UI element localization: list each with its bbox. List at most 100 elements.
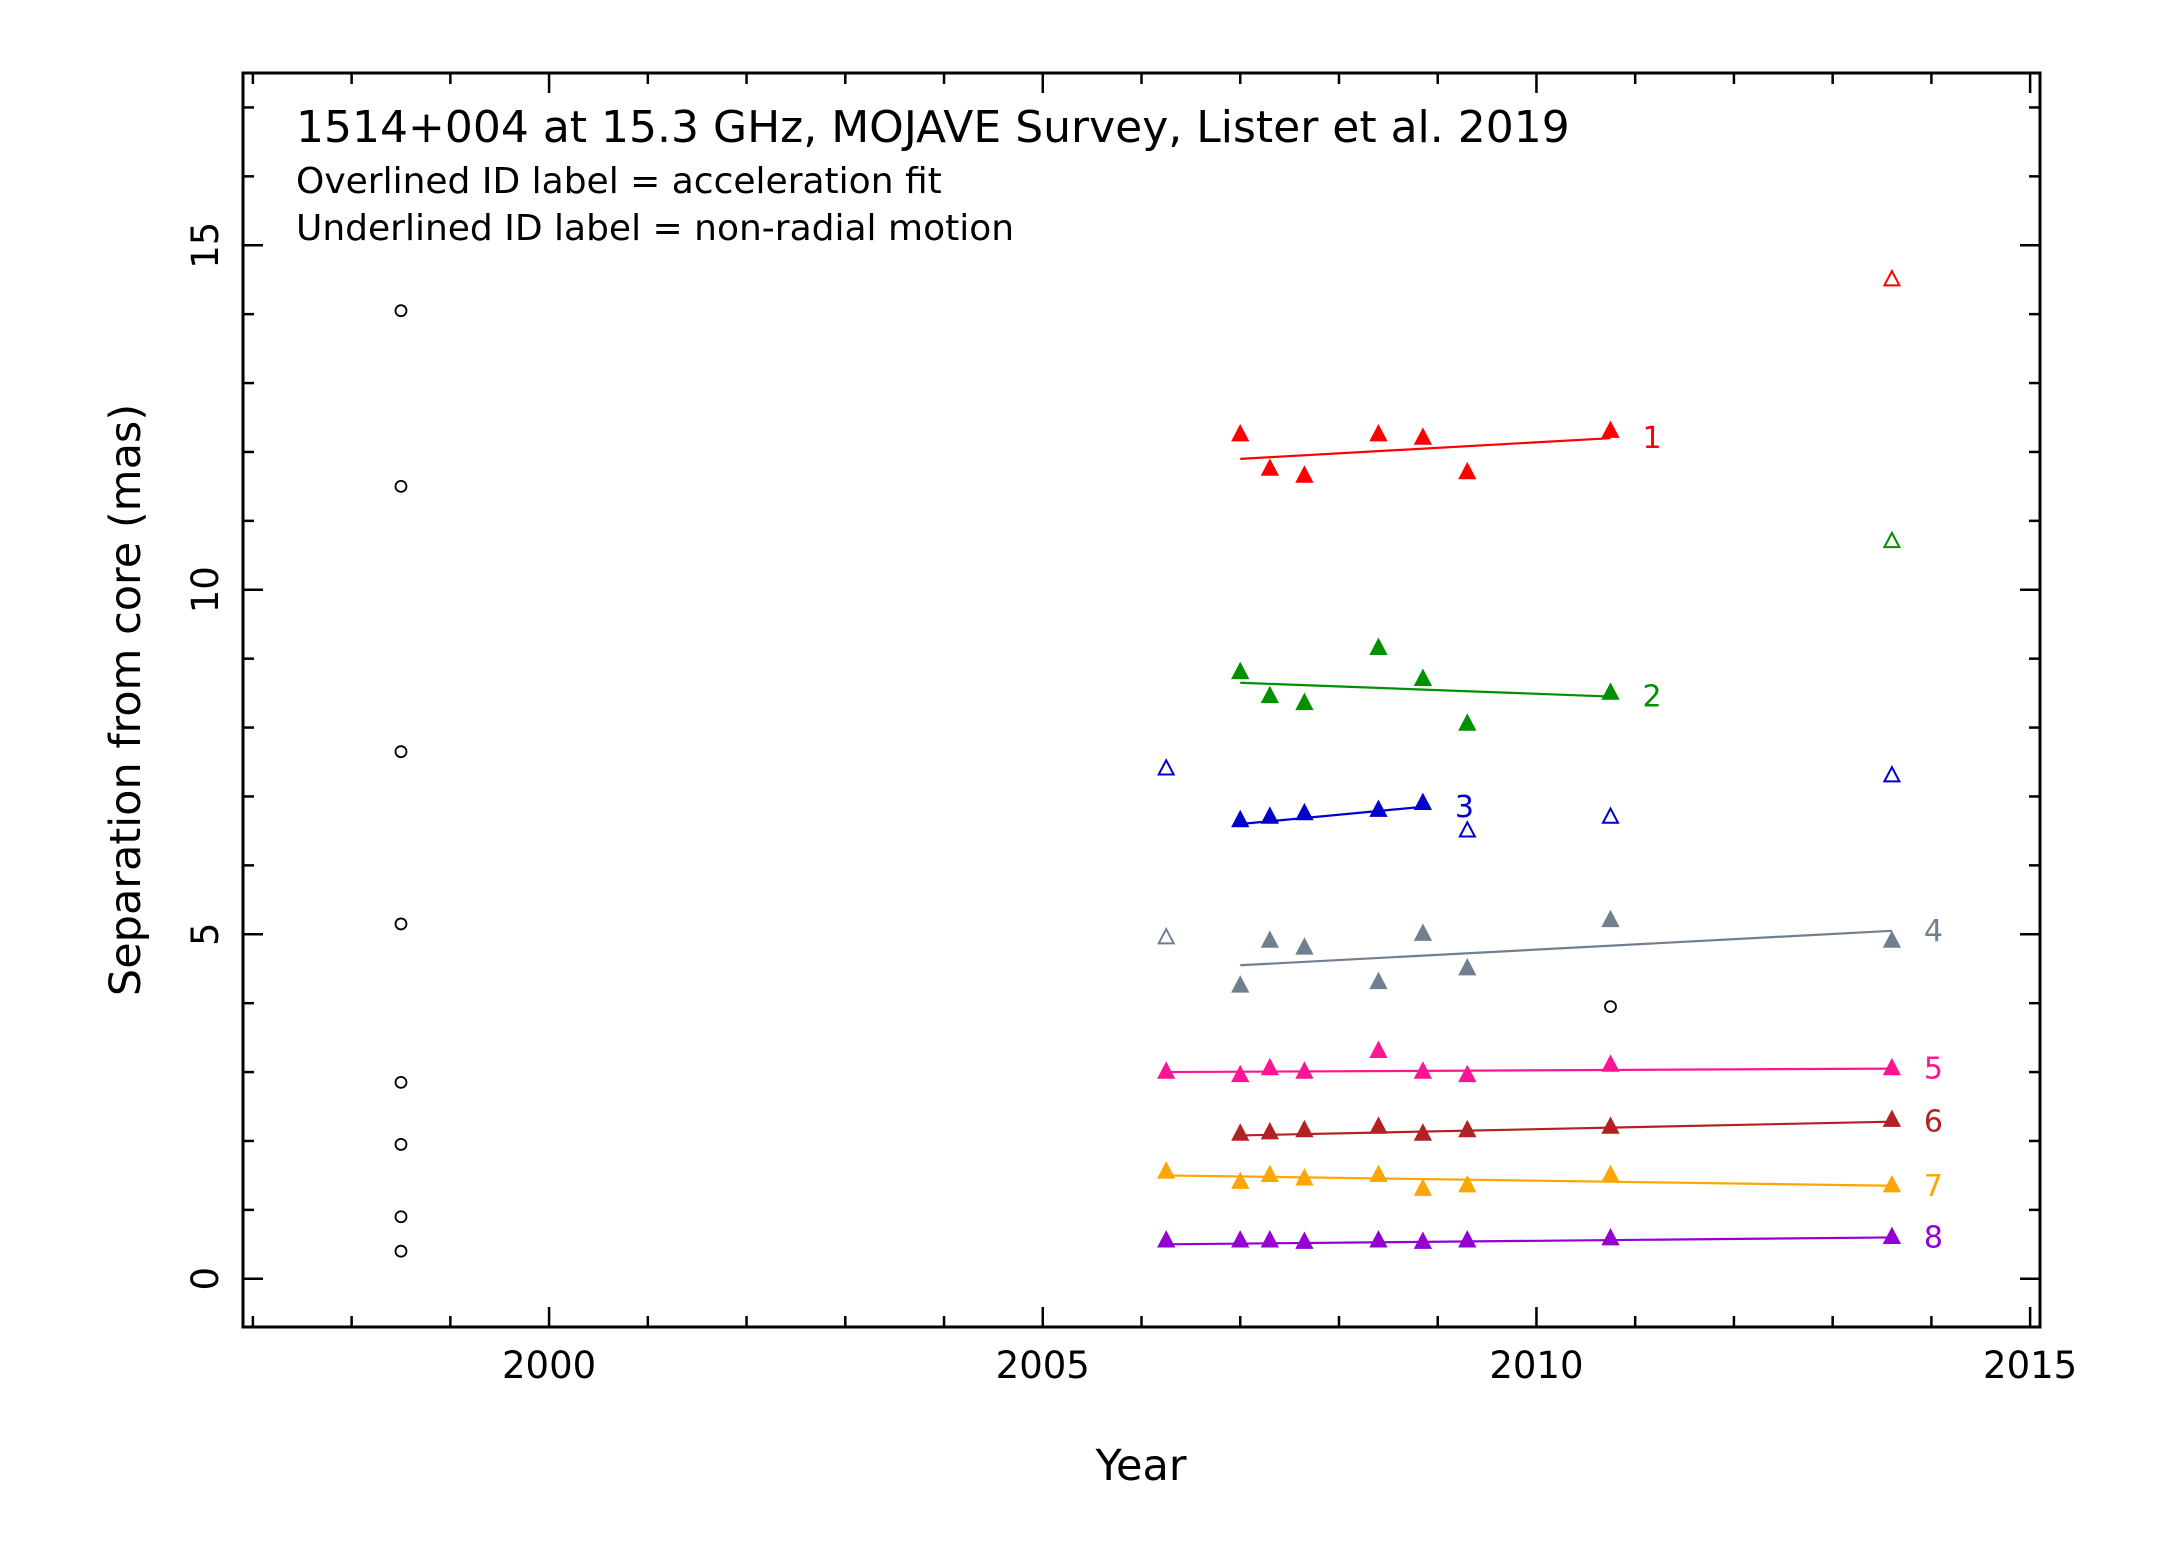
- series-label-5: 5: [1924, 1052, 1943, 1087]
- unassigned-point: [394, 304, 408, 318]
- y-tick-label: 15: [184, 222, 227, 269]
- point-8: [1260, 1230, 1280, 1248]
- point-7: [1295, 1168, 1314, 1186]
- point-6: [1882, 1109, 1902, 1127]
- point-3: [1413, 792, 1433, 810]
- point-7: [1413, 1178, 1433, 1196]
- point-8: [1231, 1230, 1250, 1248]
- series-label-1: 1: [1642, 421, 1661, 456]
- open-point-3: [1601, 806, 1620, 824]
- y-tick-label: 0: [184, 1267, 227, 1291]
- point-4: [1458, 957, 1477, 976]
- point-3: [1369, 799, 1388, 817]
- series-labels: 1 2 3 4 5 6 7 8: [1455, 421, 1943, 1255]
- point-3: [1231, 809, 1250, 828]
- series-label-8: 8: [1924, 1220, 1943, 1255]
- point-8: [1882, 1226, 1902, 1245]
- point-5: [1231, 1064, 1250, 1083]
- fit-line-7: [1166, 1174, 1892, 1187]
- point-5: [1157, 1061, 1176, 1079]
- unassigned-point: [394, 745, 408, 759]
- point-7: [1601, 1164, 1620, 1183]
- point-6: [1601, 1116, 1620, 1134]
- x-tick-label: 2015: [1983, 1344, 2077, 1387]
- series-label-7: 7: [1924, 1169, 1943, 1204]
- unassigned-point: [394, 1244, 408, 1258]
- point-1: [1231, 423, 1250, 442]
- point-7: [1369, 1164, 1388, 1183]
- data-markers: [394, 268, 1902, 1258]
- fit-line-5: [1166, 1067, 1892, 1074]
- point-5: [1260, 1057, 1280, 1076]
- point-3: [1295, 802, 1314, 821]
- series-label-6: 6: [1924, 1105, 1943, 1140]
- point-5: [1413, 1061, 1433, 1079]
- x-axis-label: Year: [1094, 1441, 1186, 1491]
- open-point-1: [1882, 268, 1902, 287]
- point-1: [1295, 465, 1314, 483]
- point-8: [1157, 1230, 1176, 1248]
- point-2: [1295, 692, 1314, 711]
- point-4: [1601, 909, 1620, 928]
- plot-frame: [241, 71, 2042, 1329]
- series-label-3: 3: [1455, 790, 1474, 825]
- point-2: [1369, 637, 1388, 655]
- point-4: [1231, 975, 1250, 993]
- y-tick-label: 10: [184, 566, 227, 613]
- unassigned-point: [1604, 1000, 1617, 1014]
- fit-line-2: [1240, 681, 1611, 698]
- point-8: [1413, 1231, 1433, 1249]
- series-label-4: 4: [1924, 914, 1943, 949]
- point-4: [1413, 923, 1433, 941]
- point-6: [1295, 1119, 1314, 1138]
- point-2: [1260, 685, 1280, 704]
- point-6: [1458, 1119, 1477, 1138]
- point-4: [1295, 937, 1314, 955]
- open-point-4: [1157, 926, 1176, 945]
- x-tick-label: 2000: [502, 1344, 596, 1387]
- subtitle-line-1: Overlined ID label = acceleration fit: [296, 161, 942, 202]
- point-2: [1458, 713, 1477, 731]
- point-4: [1369, 971, 1388, 990]
- point-1: [1369, 423, 1388, 442]
- point-7: [1260, 1164, 1280, 1183]
- point-7: [1231, 1171, 1250, 1189]
- open-point-3: [1458, 820, 1477, 838]
- series-label-2: 2: [1642, 680, 1661, 715]
- point-8: [1295, 1231, 1314, 1249]
- x-tick-label: 2010: [1489, 1344, 1583, 1387]
- unassigned-point: [394, 917, 408, 931]
- fit-lines: [1166, 437, 1892, 1246]
- point-5: [1458, 1064, 1477, 1083]
- point-5: [1295, 1061, 1314, 1079]
- fit-line-6: [1240, 1120, 1892, 1137]
- point-2: [1413, 668, 1433, 686]
- point-4: [1882, 930, 1902, 948]
- unassigned-point: [394, 1138, 408, 1151]
- point-2: [1601, 682, 1620, 700]
- fit-line-4: [1240, 929, 1892, 967]
- point-7: [1882, 1174, 1902, 1193]
- fit-line-8: [1166, 1236, 1892, 1246]
- point-3: [1260, 806, 1280, 824]
- open-point-3: [1882, 765, 1902, 783]
- point-8: [1458, 1230, 1477, 1248]
- axis-ticks: [243, 73, 2040, 1327]
- point-1: [1601, 420, 1620, 438]
- point-1: [1413, 427, 1433, 445]
- point-7: [1458, 1174, 1477, 1193]
- point-5: [1369, 1040, 1388, 1059]
- point-6: [1413, 1123, 1433, 1141]
- open-point-3: [1157, 758, 1176, 776]
- point-8: [1369, 1230, 1388, 1248]
- fit-line-1: [1240, 437, 1611, 460]
- x-tick-label: 2005: [996, 1344, 1090, 1387]
- y-axis-label: Separation from core (mas): [101, 404, 151, 996]
- unassigned-point: [394, 1076, 408, 1089]
- point-2: [1231, 661, 1250, 680]
- point-7: [1157, 1161, 1176, 1179]
- point-6: [1231, 1123, 1250, 1141]
- point-1: [1458, 461, 1477, 480]
- point-1: [1260, 458, 1280, 476]
